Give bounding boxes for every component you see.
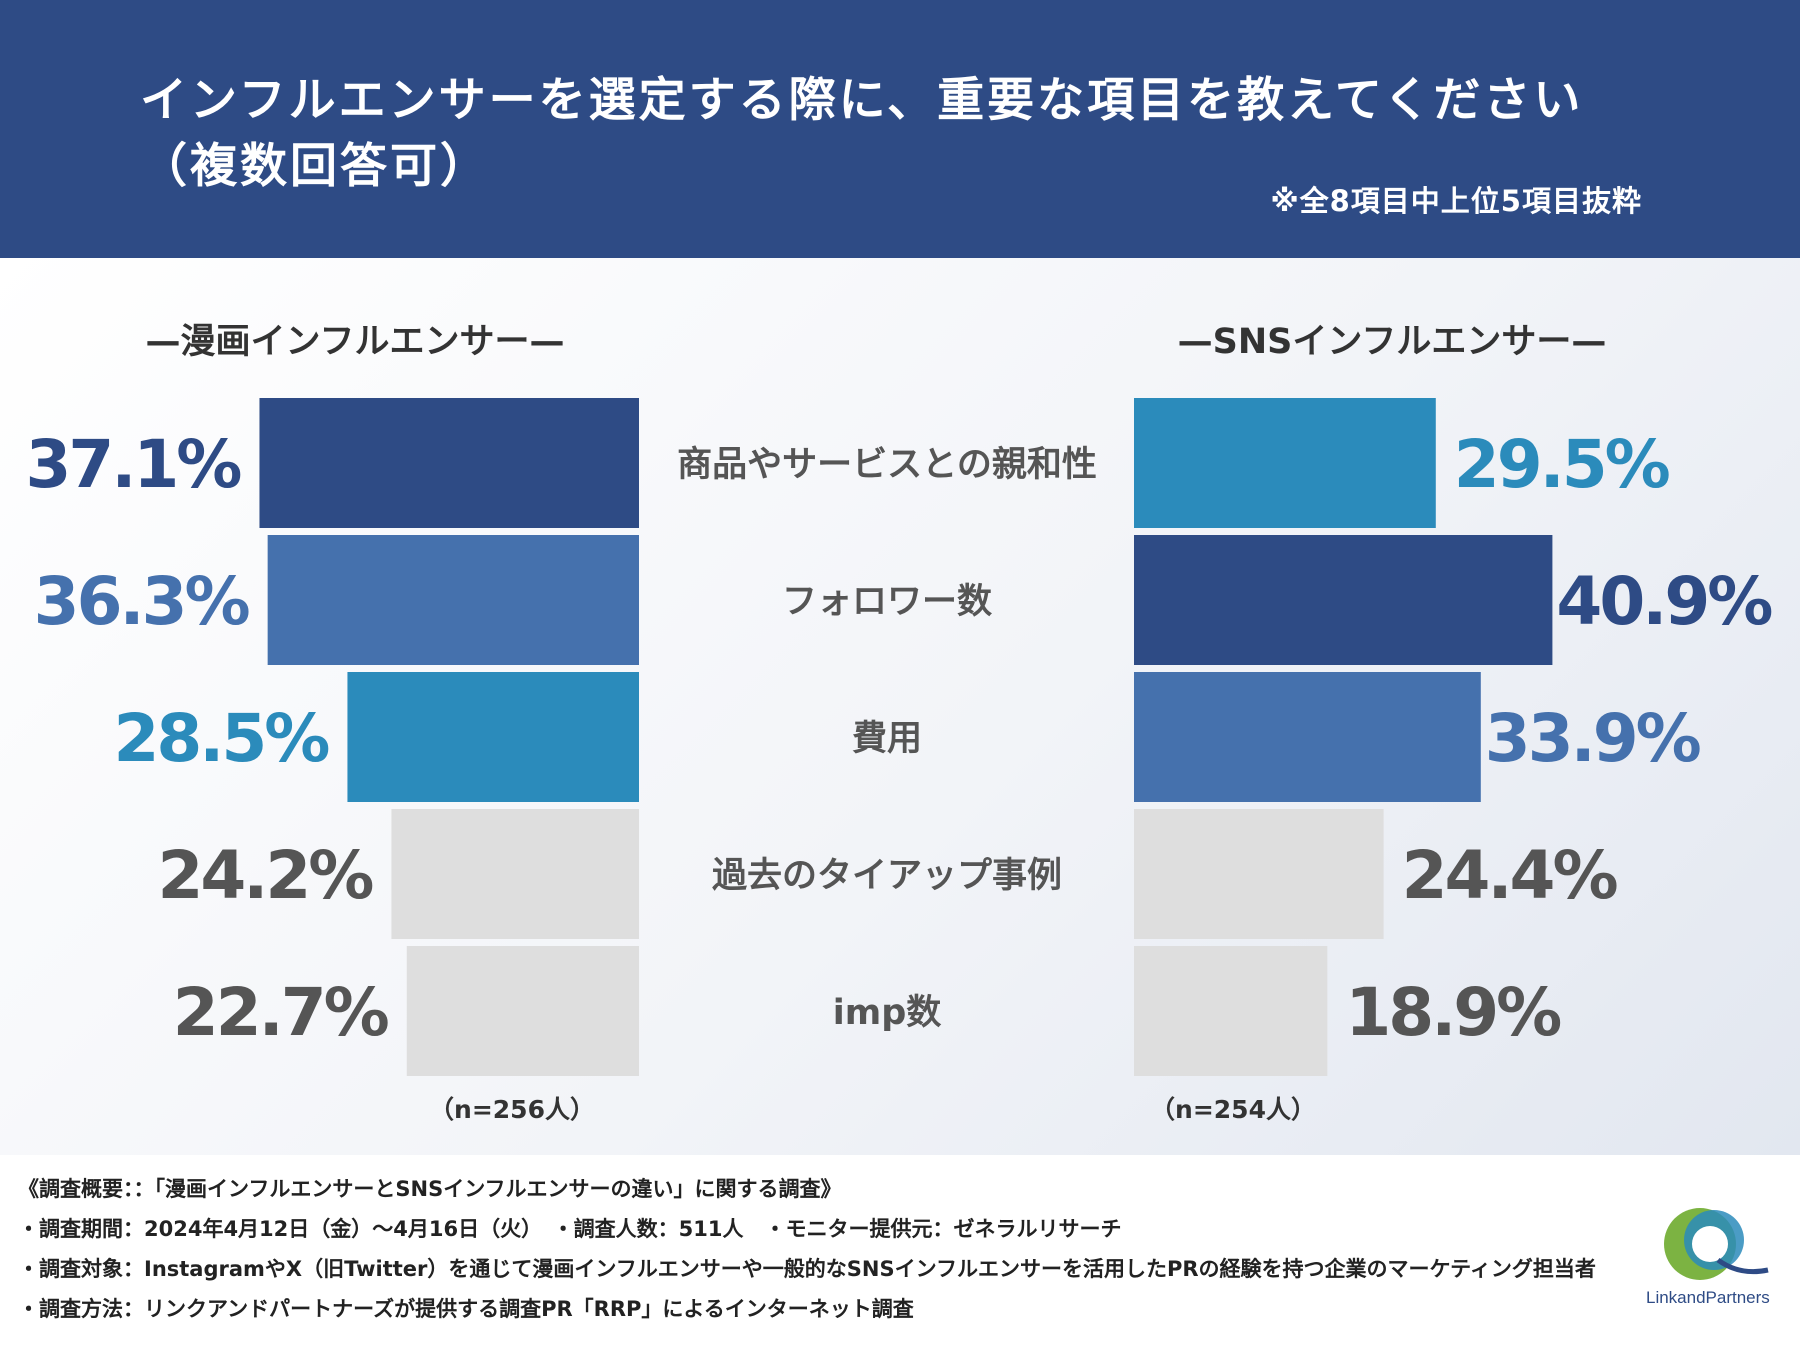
- bar-sns: [1134, 809, 1384, 939]
- bar-manga: [406, 946, 639, 1076]
- value-label-manga: 37.1%: [25, 426, 241, 503]
- value-label-manga: 28.5%: [113, 700, 329, 777]
- bar-manga: [391, 809, 639, 939]
- value-label-sns: 40.9%: [1556, 563, 1772, 640]
- value-label-sns: 29.5%: [1454, 426, 1670, 503]
- survey-method-line: ・調査方法：リンクアンドパートナーズが提供する調査PR「RRP」によるインターネ…: [18, 1297, 914, 1321]
- logo-wordmark: LinkandPartners: [1646, 1288, 1770, 1307]
- category-label: フォロワー数: [782, 582, 992, 622]
- category-label: 費用: [852, 719, 922, 759]
- value-label-sns: 24.4%: [1402, 837, 1618, 914]
- header-banner: インフルエンサーを選定する際に、重要な項目を教えてください （複数回答可） ※全…: [0, 0, 1800, 258]
- bar-sns: [1134, 946, 1328, 1076]
- value-label-manga: 24.2%: [157, 837, 373, 914]
- bar-sns: [1134, 535, 1553, 665]
- sample-size-sns: （n=254人）: [1150, 1095, 1316, 1124]
- series-header-manga: —漫画インフルエンサー—: [146, 322, 565, 362]
- chart-area: —漫画インフルエンサー— —SNSインフルエンサー— 37.1% 29.5% 商品やサー…: [0, 258, 1800, 1155]
- logo-mark-icon: [1664, 1208, 1769, 1280]
- value-label-manga: 36.3%: [34, 563, 250, 640]
- bar-manga: [267, 535, 639, 665]
- survey-target-line: ・調査対象：InstagramやX（旧Twitter）を通じて漫画インフルエンサ…: [18, 1257, 1596, 1281]
- bar-sns: [1134, 672, 1481, 802]
- series-header-sns: —SNSインフルエンサー—: [1178, 322, 1607, 362]
- survey-period-line: ・調査期間：2024年4月12日（金）〜4月16日（火） ・調査人数：511人 …: [18, 1217, 1122, 1241]
- survey-summary-line: 《調査概要：：「漫画インフルエンサーとSNSインフルエンサーの違い」に関する調査…: [18, 1177, 842, 1201]
- survey-question-title: インフルエンサーを選定する際に、重要な項目を教えてください （複数回答可）: [140, 73, 1584, 194]
- value-label-sns: 18.9%: [1345, 974, 1561, 1051]
- bar-manga: [259, 398, 639, 528]
- value-label-sns: 33.9%: [1485, 700, 1701, 777]
- category-label: imp数: [833, 993, 942, 1033]
- company-logo: LinkandPartners: [1640, 1196, 1790, 1318]
- category-label: 商品やサービスとの親和性: [677, 445, 1097, 485]
- survey-footer: 《調査概要：：「漫画インフルエンサーとSNSインフルエンサーの違い」に関する調査…: [0, 1155, 1800, 1350]
- excerpt-note: ※全8項目中上位5項目抜粋: [1270, 184, 1642, 218]
- sample-size-manga: （n=256人）: [429, 1095, 595, 1124]
- category-label: 過去のタイアップ事例: [712, 856, 1062, 896]
- bar-manga: [347, 672, 639, 802]
- butterfly-bar-chart: —漫画インフルエンサー— —SNSインフルエンサー— 37.1% 29.5% 商品やサー…: [25, 322, 1775, 1124]
- value-label-manga: 22.7%: [173, 974, 389, 1051]
- bar-sns: [1134, 398, 1436, 528]
